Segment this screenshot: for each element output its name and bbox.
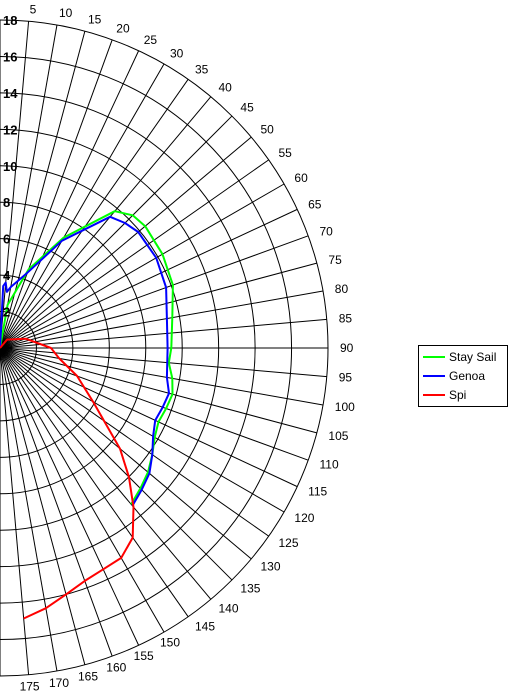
- polar-spoke: [0, 24, 58, 349]
- legend-label-genoa: Genoa: [449, 368, 486, 383]
- angle-tick-label: 155: [134, 649, 154, 663]
- polar-spoke: [0, 262, 317, 349]
- polar-spoke: [0, 21, 30, 349]
- angle-tick-label: 150: [160, 635, 180, 649]
- legend-item-stay-sail: Stay Sail: [423, 347, 507, 366]
- radius-tick-label: 6: [3, 232, 10, 247]
- polar-spoke: [0, 347, 189, 617]
- angle-tick-label: 75: [328, 253, 342, 267]
- polar-spoke: [0, 347, 252, 560]
- radius-tick-label: 14: [3, 86, 18, 101]
- polar-spoke: [0, 347, 285, 513]
- angle-tick-label: 55: [279, 146, 293, 160]
- polar-spoke: [0, 159, 269, 349]
- radius-tick-label: 2: [3, 305, 10, 320]
- polar-spoke: [0, 347, 165, 633]
- angle-tick-label: 125: [279, 536, 299, 550]
- polar-spoke: [0, 63, 165, 349]
- angle-tick-label: 80: [335, 282, 349, 296]
- angle-tick-label: 115: [308, 485, 327, 499]
- polar-spoke: [0, 347, 327, 378]
- legend-swatch-spi: [423, 393, 445, 396]
- angle-tick-label: 30: [170, 47, 184, 61]
- angle-tick-label: 90: [340, 341, 354, 355]
- angle-tick-label: 145: [195, 620, 215, 634]
- polar-spoke: [0, 347, 324, 406]
- angle-tick-label: 175: [20, 680, 40, 691]
- polar-spoke: [0, 347, 298, 488]
- angle-tick-label: 15: [88, 13, 102, 27]
- legend: Stay Sail Genoa Spi: [418, 345, 508, 407]
- polar-spoke: [0, 347, 86, 665]
- angle-tick-label: 170: [49, 676, 69, 690]
- polar-spoke: [0, 347, 233, 581]
- polar-spoke: [0, 183, 285, 349]
- polar-spoke: [0, 208, 298, 349]
- polar-spoke: [0, 96, 212, 349]
- polar-spoke: [0, 347, 58, 672]
- legend-label-stay-sail: Stay Sail: [449, 349, 497, 364]
- polar-spoke: [0, 347, 269, 537]
- angle-tick-label: 70: [320, 225, 334, 239]
- radius-tick-label: 16: [3, 49, 17, 64]
- angle-tick-label: 95: [339, 371, 353, 385]
- polar-spoke: [0, 318, 327, 349]
- angle-tick-label: 25: [144, 33, 158, 47]
- angle-tick-label: 10: [59, 6, 73, 20]
- legend-item-spi: Spi: [423, 385, 507, 404]
- series-line-spi: [0, 337, 135, 620]
- angle-tick-label: 140: [219, 602, 239, 616]
- angle-tick-label: 45: [240, 101, 254, 115]
- angle-tick-label: 40: [219, 81, 233, 95]
- polar-spoke: [0, 235, 309, 349]
- series-line-genoa: [0, 215, 170, 507]
- polar-spoke: [0, 31, 86, 349]
- radius-tick-label: 4: [3, 268, 11, 283]
- legend-swatch-stay-sail: [423, 355, 445, 358]
- radius-tick-label: 10: [3, 159, 17, 174]
- angle-tick-label: 35: [195, 63, 209, 77]
- angle-tick-label: 20: [116, 22, 130, 36]
- angle-tick-label: 130: [261, 560, 281, 574]
- radius-tick-label: 8: [3, 195, 10, 210]
- polar-spoke: [0, 347, 309, 461]
- angle-tick-label: 60: [294, 171, 308, 185]
- angle-tick-label: 50: [261, 123, 275, 137]
- angle-tick-label: 5: [30, 2, 37, 16]
- polar-spoke: [0, 347, 212, 600]
- legend-swatch-genoa: [423, 374, 445, 377]
- polar-spoke: [0, 347, 113, 657]
- radius-tick-labels: 2 4 6 8 10 12 14 16 18: [3, 13, 18, 320]
- angle-tick-label: 65: [308, 197, 322, 211]
- angle-tick-label: 160: [106, 661, 126, 675]
- angle-tick-label: 85: [339, 311, 353, 325]
- polar-spoke: [0, 347, 317, 434]
- angle-tick-label: 120: [294, 511, 314, 525]
- polar-spoke: [0, 347, 30, 675]
- polar-spoke: [0, 115, 233, 349]
- legend-item-genoa: Genoa: [423, 366, 507, 385]
- angle-tick-label: 105: [328, 429, 348, 443]
- angle-tick-label: 135: [240, 581, 260, 595]
- polar-spoke: [0, 50, 140, 349]
- polar-spoke: [0, 347, 140, 646]
- polar-spoke: [0, 79, 189, 349]
- polar-spoke: [0, 136, 252, 349]
- angle-tick-label: 100: [335, 400, 355, 414]
- angle-tick-label: 110: [320, 457, 339, 471]
- radius-tick-label: 12: [3, 122, 17, 137]
- polar-spoke: [0, 39, 113, 349]
- angle-tick-label: 165: [78, 669, 98, 683]
- polar-series: [0, 210, 174, 620]
- radius-tick-label: 18: [3, 13, 17, 28]
- legend-label-spi: Spi: [449, 387, 467, 402]
- polar-spoke: [0, 290, 324, 349]
